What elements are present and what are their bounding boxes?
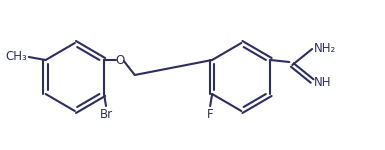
Text: NH₂: NH₂ — [314, 42, 336, 54]
Text: CH₃: CH₃ — [5, 50, 27, 63]
Text: O: O — [115, 54, 124, 66]
Text: Br: Br — [99, 108, 112, 121]
Text: F: F — [207, 108, 213, 121]
Text: NH: NH — [314, 75, 331, 88]
